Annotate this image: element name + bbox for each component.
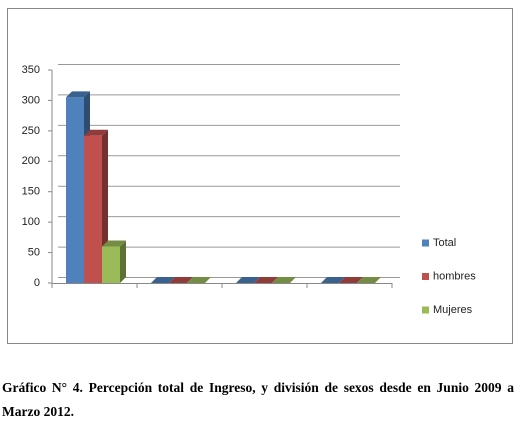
bar-front: [84, 135, 102, 283]
caption: Gráfico N° 4. Percepción total de Ingres…: [2, 380, 514, 419]
bar-top: [169, 277, 193, 283]
bar-front: [102, 246, 120, 283]
bar-front: [66, 97, 84, 283]
bar-top: [102, 240, 126, 247]
bar: [254, 277, 278, 283]
bar: [339, 277, 363, 283]
bar-top: [236, 277, 260, 283]
y-tick-label: 300: [22, 94, 40, 106]
bar-top: [339, 277, 363, 283]
bar-top: [272, 277, 296, 283]
bar-top: [321, 277, 345, 283]
y-tick-label: 150: [22, 186, 40, 198]
bar: [357, 277, 381, 283]
bar-top: [357, 277, 381, 283]
bar-top: [84, 129, 108, 136]
bar: [169, 277, 193, 283]
legend-label: hombres: [433, 270, 476, 282]
bar: [84, 129, 108, 283]
y-tick-label: 100: [22, 216, 40, 228]
bar: [321, 277, 345, 283]
bar-top: [66, 91, 90, 98]
y-tick-label: 0: [34, 277, 40, 289]
legend-swatch: [422, 273, 429, 280]
bar: [272, 277, 296, 283]
bar-side: [120, 240, 126, 283]
bar-top: [254, 277, 278, 283]
legend-swatch: [422, 306, 429, 314]
chart: 0 50 100 150 200 250 300 350 Total hombres Mujeres: [7, 8, 513, 344]
y-tick-label: 250: [22, 125, 40, 137]
bar: [236, 277, 260, 283]
legend-label: Mujeres: [433, 304, 473, 316]
bar-top: [151, 277, 175, 283]
bar: [187, 277, 211, 283]
legend-swatch: [422, 239, 429, 247]
bar-top: [187, 277, 211, 283]
y-tick-label: 350: [22, 64, 40, 76]
y-tick-label: 50: [28, 246, 40, 258]
legend-label: Total: [433, 237, 456, 249]
y-tick-label: 200: [22, 155, 40, 167]
bar: [151, 277, 175, 283]
bar: [102, 240, 126, 283]
